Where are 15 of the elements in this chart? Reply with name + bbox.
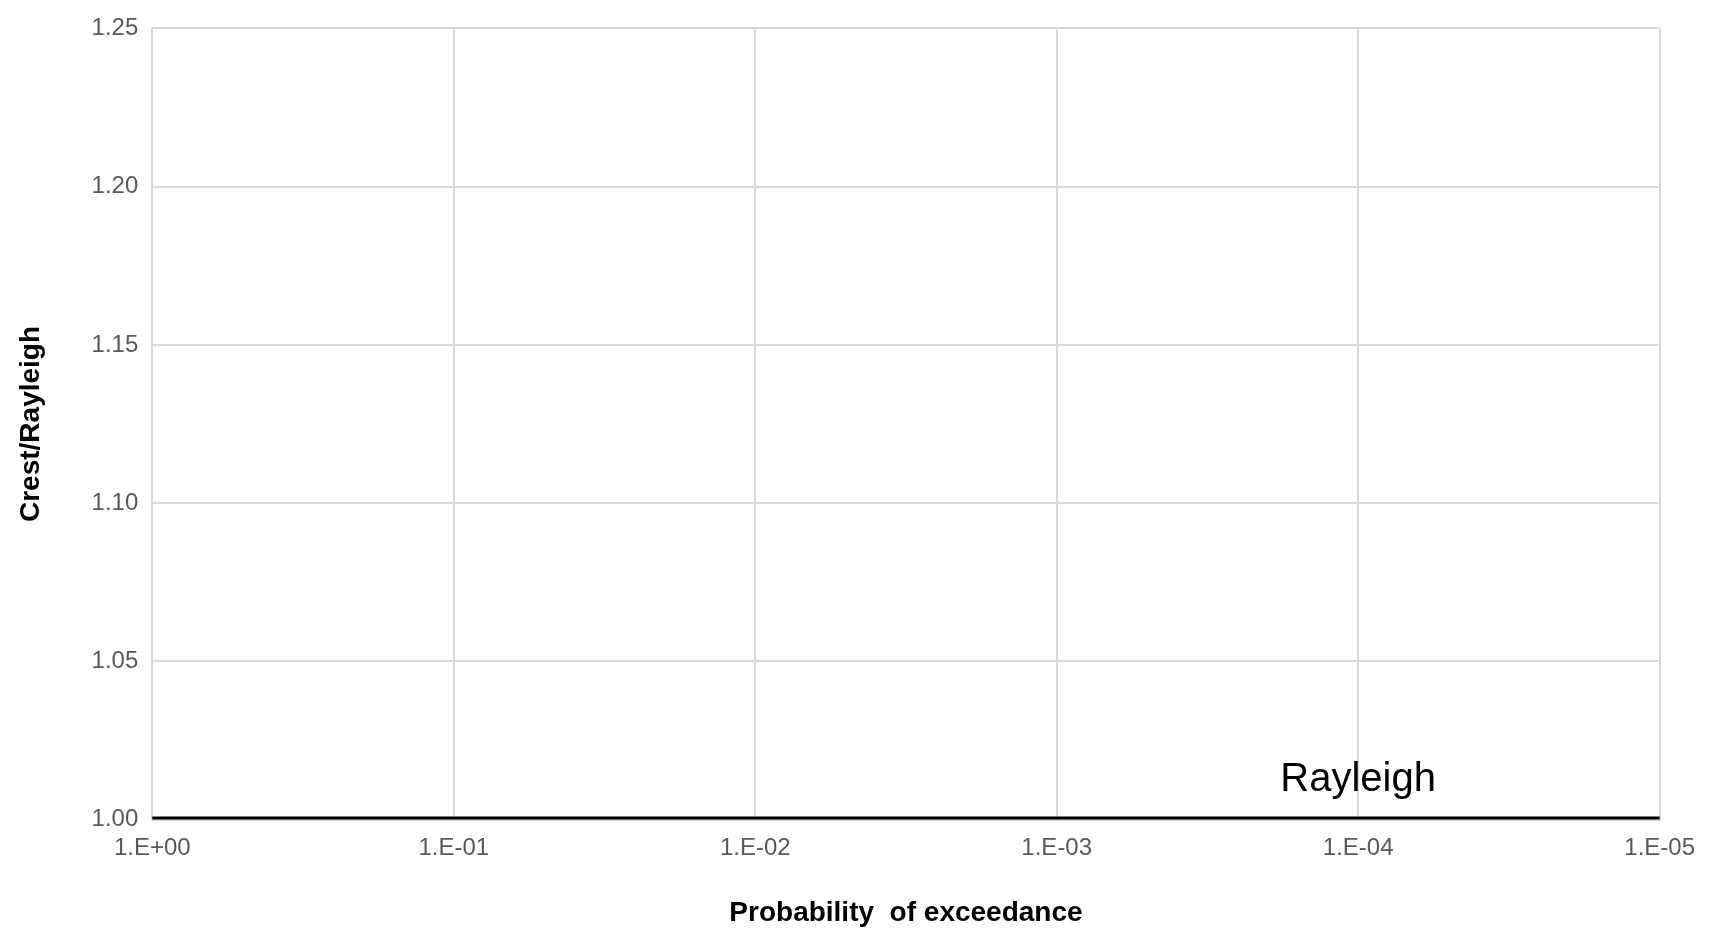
x-tick-label: 1.E-04 xyxy=(1322,832,1394,860)
x-axis-title: Probability of exceedance xyxy=(729,895,1083,927)
y-tick-label: 1.25 xyxy=(91,13,139,41)
y-tick-label: 1.20 xyxy=(91,171,139,199)
y-tick-label: 1.05 xyxy=(91,645,139,673)
x-tick-label: 1.E-03 xyxy=(1021,832,1093,860)
x-tick-label: 1.E-05 xyxy=(1624,832,1695,860)
x-tick-label: 1.E-01 xyxy=(418,832,490,860)
x-tick-label: 1.E-02 xyxy=(719,832,791,860)
series-label: Rayleigh xyxy=(1280,754,1437,799)
y-axis-title: Crest/Rayleigh xyxy=(13,325,45,523)
y-tick-label: 1.10 xyxy=(91,487,139,515)
y-tick-label: 1.15 xyxy=(91,329,139,357)
x-tick-label: 1.E+00 xyxy=(113,832,191,860)
y-tick-label: 1.00 xyxy=(91,804,139,832)
